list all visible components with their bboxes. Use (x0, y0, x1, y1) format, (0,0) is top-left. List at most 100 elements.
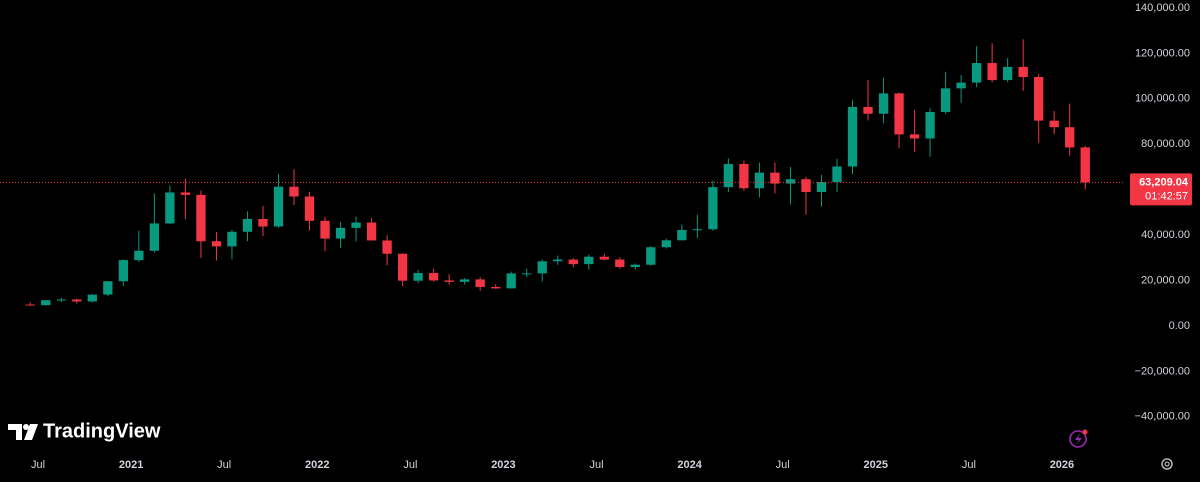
y-tick-label: 120,000.00 (1135, 47, 1190, 59)
candle-body (956, 82, 966, 89)
candle-body (1002, 66, 1013, 81)
candle-body (847, 106, 858, 167)
countdown: 01:42:57 (1145, 190, 1188, 202)
candle-body (646, 247, 656, 265)
y-tick-label: 0.00 (1169, 320, 1190, 332)
candle-body (56, 299, 66, 301)
candle-body (506, 273, 516, 289)
candle-body (165, 192, 175, 224)
candle-body (413, 273, 423, 281)
candle-body (149, 223, 160, 251)
candle-body (615, 259, 625, 268)
candle-body (677, 229, 687, 241)
x-tick-label: Jul (217, 459, 231, 471)
candle-body (832, 166, 842, 183)
candle-body (87, 294, 97, 302)
candle-body (25, 304, 35, 306)
candle-body (522, 273, 532, 275)
candle-body (584, 256, 594, 265)
candle-body (1034, 77, 1044, 121)
candle-body (692, 229, 703, 231)
candle-body (258, 218, 268, 227)
candle-body (894, 93, 904, 135)
brand-name: TradingView (43, 420, 161, 442)
candle-body (242, 218, 253, 232)
candle-body (723, 163, 734, 188)
x-tick-label: Jul (31, 459, 45, 471)
candle-body (289, 186, 299, 197)
candle-body (41, 300, 51, 306)
x-tick-label: Jul (589, 459, 603, 471)
candle-body (863, 106, 873, 114)
candle-body (320, 220, 330, 239)
candle-body (351, 222, 361, 228)
candle-body (1065, 127, 1075, 148)
x-tick-label: 2021 (119, 459, 143, 471)
candle-body (475, 279, 485, 287)
candle-body (273, 186, 284, 227)
brand-logo: TradingView (8, 420, 161, 442)
candle-body (1049, 120, 1059, 128)
candle-body (103, 281, 113, 295)
x-tick-label: 2023 (491, 459, 515, 471)
candle-body (599, 256, 609, 260)
candle-body (987, 63, 997, 81)
candle-body (739, 163, 749, 189)
x-tick-label: Jul (403, 459, 417, 471)
x-tick-label: Jul (776, 459, 790, 471)
last-price-box (1130, 173, 1192, 206)
y-tick-label: −20,000.00 (1135, 365, 1190, 377)
x-tick-label: 2025 (864, 459, 888, 471)
candle-body (118, 260, 129, 282)
y-tick-label: 100,000.00 (1135, 93, 1190, 105)
candle-body (909, 134, 920, 139)
candle-body (444, 280, 454, 282)
y-tick-label: 20,000.00 (1141, 274, 1190, 286)
x-tick-label: Jul (962, 459, 976, 471)
candle-body (925, 111, 935, 139)
candle-body (211, 241, 222, 247)
candle-body (816, 182, 827, 193)
candle-body (630, 264, 640, 268)
candle-body (770, 172, 780, 184)
candle-body (382, 240, 392, 254)
candle-body (304, 196, 315, 221)
candle-body (491, 286, 501, 289)
candle-body (878, 93, 889, 114)
candle-body (196, 194, 206, 242)
candle-body (460, 279, 470, 282)
candle-body (553, 259, 563, 262)
candle-body (72, 299, 82, 302)
candle-body (661, 240, 671, 248)
plot-area (0, 39, 1125, 306)
axes: 140,000.00 120,000.00 100,000.00 80,000.00 6… (31, 2, 1192, 471)
candle-body (1018, 66, 1028, 78)
candle-body (397, 253, 408, 281)
candle-body (708, 187, 718, 230)
candle-body (785, 179, 796, 184)
candle-body (940, 88, 951, 112)
candle-body (335, 227, 346, 239)
y-tick-label: 40,000.00 (1141, 229, 1190, 241)
x-tick-label: 2022 (305, 459, 329, 471)
settings-icon[interactable] (1161, 458, 1173, 470)
candle-body (134, 250, 144, 261)
candle-body (1080, 147, 1090, 183)
candle-body (366, 222, 377, 241)
candle-body (971, 63, 982, 83)
x-tick-label: 2026 (1050, 459, 1074, 471)
y-tick-label: −40,000.00 (1135, 411, 1190, 423)
candle-body (537, 261, 547, 274)
y-tick-label: 140,000.00 (1135, 2, 1190, 14)
candle-body (568, 259, 578, 265)
candle-body (801, 179, 811, 193)
candle-body (180, 192, 191, 195)
candle-body (227, 231, 237, 247)
candle-body (754, 172, 765, 189)
last-price-label: 63,209.04 (1139, 176, 1189, 188)
alert-icon[interactable] (1069, 429, 1088, 448)
x-tick-label: 2024 (677, 459, 702, 471)
candle-body (428, 273, 439, 281)
